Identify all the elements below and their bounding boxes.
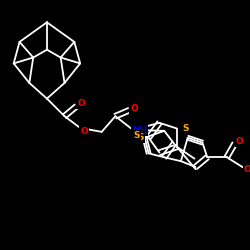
Text: O: O [130, 104, 138, 113]
Text: O: O [77, 99, 85, 108]
Text: O: O [244, 166, 250, 174]
Text: O: O [80, 127, 88, 136]
Text: S: S [138, 133, 144, 142]
Text: O: O [236, 137, 244, 146]
Text: S: S [134, 131, 140, 140]
Text: NH: NH [132, 126, 148, 135]
Text: S: S [182, 124, 189, 134]
